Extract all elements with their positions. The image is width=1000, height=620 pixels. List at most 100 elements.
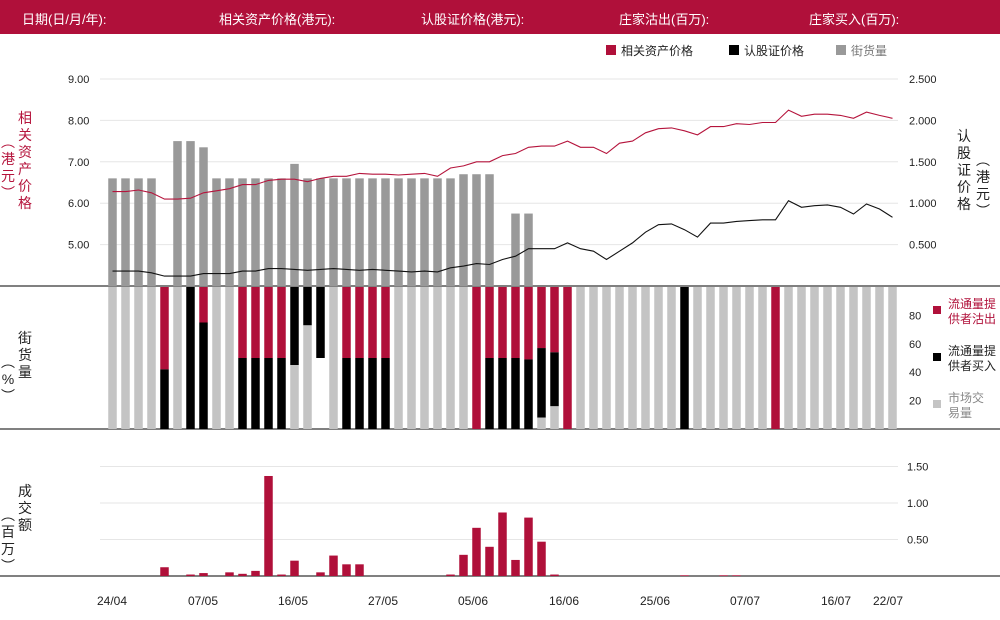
liquidity-sell-bar <box>277 287 286 358</box>
header-asset-price-label: 相关资产价格(港元): <box>219 12 336 27</box>
liquidity-sell-bar <box>251 287 260 358</box>
outstanding-bar <box>108 178 117 286</box>
market-volume-bar <box>589 287 598 429</box>
liquidity-buy-bar <box>355 358 364 429</box>
market-volume-bar <box>784 287 793 429</box>
outstanding-bar <box>459 174 468 286</box>
market-volume-bar <box>875 287 884 429</box>
x-tick-label: 25/06 <box>640 594 670 608</box>
turnover-tick-label: 1.50 <box>907 462 928 474</box>
outstanding-bar <box>485 174 494 286</box>
x-tick-label: 16/07 <box>821 594 851 608</box>
liquidity-buy-bar <box>550 352 559 407</box>
y-right-tick-label: 0.500 <box>909 240 937 252</box>
x-tick-label: 27/05 <box>368 594 398 608</box>
y-label-turnover: 成交额 ︵ 百万 ︶ <box>1 483 34 574</box>
legend-liquidity-buy-label: 流通量提 <box>948 343 996 358</box>
y-left-tick-label: 9.00 <box>68 74 89 86</box>
line-marks <box>112 109 893 277</box>
legend-market-volume-label: 易量 <box>948 406 972 420</box>
turnover-bar <box>537 541 546 576</box>
market-volume-bar <box>173 287 182 429</box>
outstanding-bar <box>342 178 351 286</box>
turnover-bar <box>342 564 351 576</box>
liquidity-sell-bar <box>264 287 273 358</box>
turnover-bar <box>680 575 689 576</box>
liquidity-sell-bar <box>537 287 546 349</box>
turnover-bar <box>446 574 455 576</box>
header-dealer-buy-label: 庄家买入(百万): <box>809 12 900 27</box>
liquidity-buy-bar <box>160 369 169 429</box>
market-volume-bar <box>823 287 832 429</box>
market-volume-bar <box>693 287 702 429</box>
x-tick-label: 05/06 <box>458 594 488 608</box>
liquidity-sell-bar <box>238 287 247 358</box>
outstanding-bar <box>277 178 286 286</box>
liquidity-buy-bar <box>485 358 494 429</box>
liquidity-buy-bar <box>264 358 273 429</box>
outstanding-bar <box>381 178 390 286</box>
outstanding-bar <box>147 178 156 286</box>
market-volume-bar <box>290 365 299 429</box>
axis-label-unit: ︵ 百万 ︶ <box>1 507 15 574</box>
header-date-label: 日期(日/月/年): <box>22 12 107 27</box>
outstanding-bar <box>303 178 312 286</box>
legend-liquidity-buy-swatch <box>933 353 941 361</box>
market-volume-bar <box>459 287 468 429</box>
liquidity-buy-bar <box>290 287 299 366</box>
turnover-bar <box>329 555 338 576</box>
turnover-bar <box>550 574 559 576</box>
market-volume-bar <box>888 287 897 429</box>
x-tick-label: 22/07 <box>873 594 903 608</box>
header-warrant-price-label: 认股证价格(港元): <box>421 12 525 27</box>
y-right-label-warrant: 认股证价格 ︵ 港元 ︶ <box>955 128 990 219</box>
liquidity-buy-bar <box>511 358 520 429</box>
liquidity-buy-bar <box>680 287 689 429</box>
legend-liquidity-sell-label: 流通量提 <box>948 296 996 311</box>
market-volume-bar <box>797 287 806 429</box>
turnover-bar <box>719 575 728 576</box>
axis-label-text: 相关资产价格 <box>18 110 32 211</box>
liquidity-sell-bar <box>355 287 364 358</box>
market-volume-bar <box>745 287 754 429</box>
turnover-bar <box>238 573 247 576</box>
y-right-tick-label: 2.000 <box>909 115 937 127</box>
turnover-bar <box>459 554 468 576</box>
y-label-outstanding-pct: 街货量 ︵% ︶ <box>1 330 34 404</box>
header-dealer-sell-label: 庄家沽出(百万): <box>619 12 710 27</box>
liquidity-sell-bar <box>368 287 377 358</box>
outstanding-bar <box>433 178 442 286</box>
liquidity-sell-bar <box>524 287 533 360</box>
bar-marks <box>108 141 897 576</box>
market-volume-bar <box>654 287 663 429</box>
turnover-tick-label: 0.50 <box>907 535 928 547</box>
market-volume-bar <box>407 287 416 429</box>
outstanding-bar <box>368 178 377 286</box>
legend-market-volume-label: 市场交 <box>948 390 984 405</box>
outstanding-bar <box>511 213 520 286</box>
market-volume-bar <box>667 287 676 429</box>
legend-liquidity-sell-swatch <box>933 306 941 314</box>
turnover-bar <box>264 475 273 576</box>
market-volume-bar <box>641 287 650 429</box>
outstanding-bar <box>407 178 416 286</box>
axis-label-unit: ︵% ︶ <box>1 354 15 404</box>
outstanding-bar <box>329 178 338 286</box>
market-volume-bar <box>602 287 611 429</box>
y-right-tick-label: 1.000 <box>909 198 937 210</box>
outstanding-bar <box>472 174 481 286</box>
y-left-tick-label: 6.00 <box>68 198 89 210</box>
liquidity-tick-label: 20 <box>909 396 921 408</box>
turnover-tick-label: 1.00 <box>907 498 928 510</box>
outstanding-bar <box>134 178 143 286</box>
liquidity-buy-bar <box>524 359 533 429</box>
liquidity-buy-bar <box>381 358 390 429</box>
turnover-bar <box>355 564 364 576</box>
outstanding-bar <box>355 178 364 286</box>
outstanding-bar <box>238 178 247 286</box>
liquidity-buy-bar <box>186 287 195 429</box>
liquidity-buy-bar <box>303 287 312 326</box>
market-volume-bar <box>147 287 156 429</box>
outstanding-bar <box>264 178 273 286</box>
turnover-bar <box>511 559 520 576</box>
